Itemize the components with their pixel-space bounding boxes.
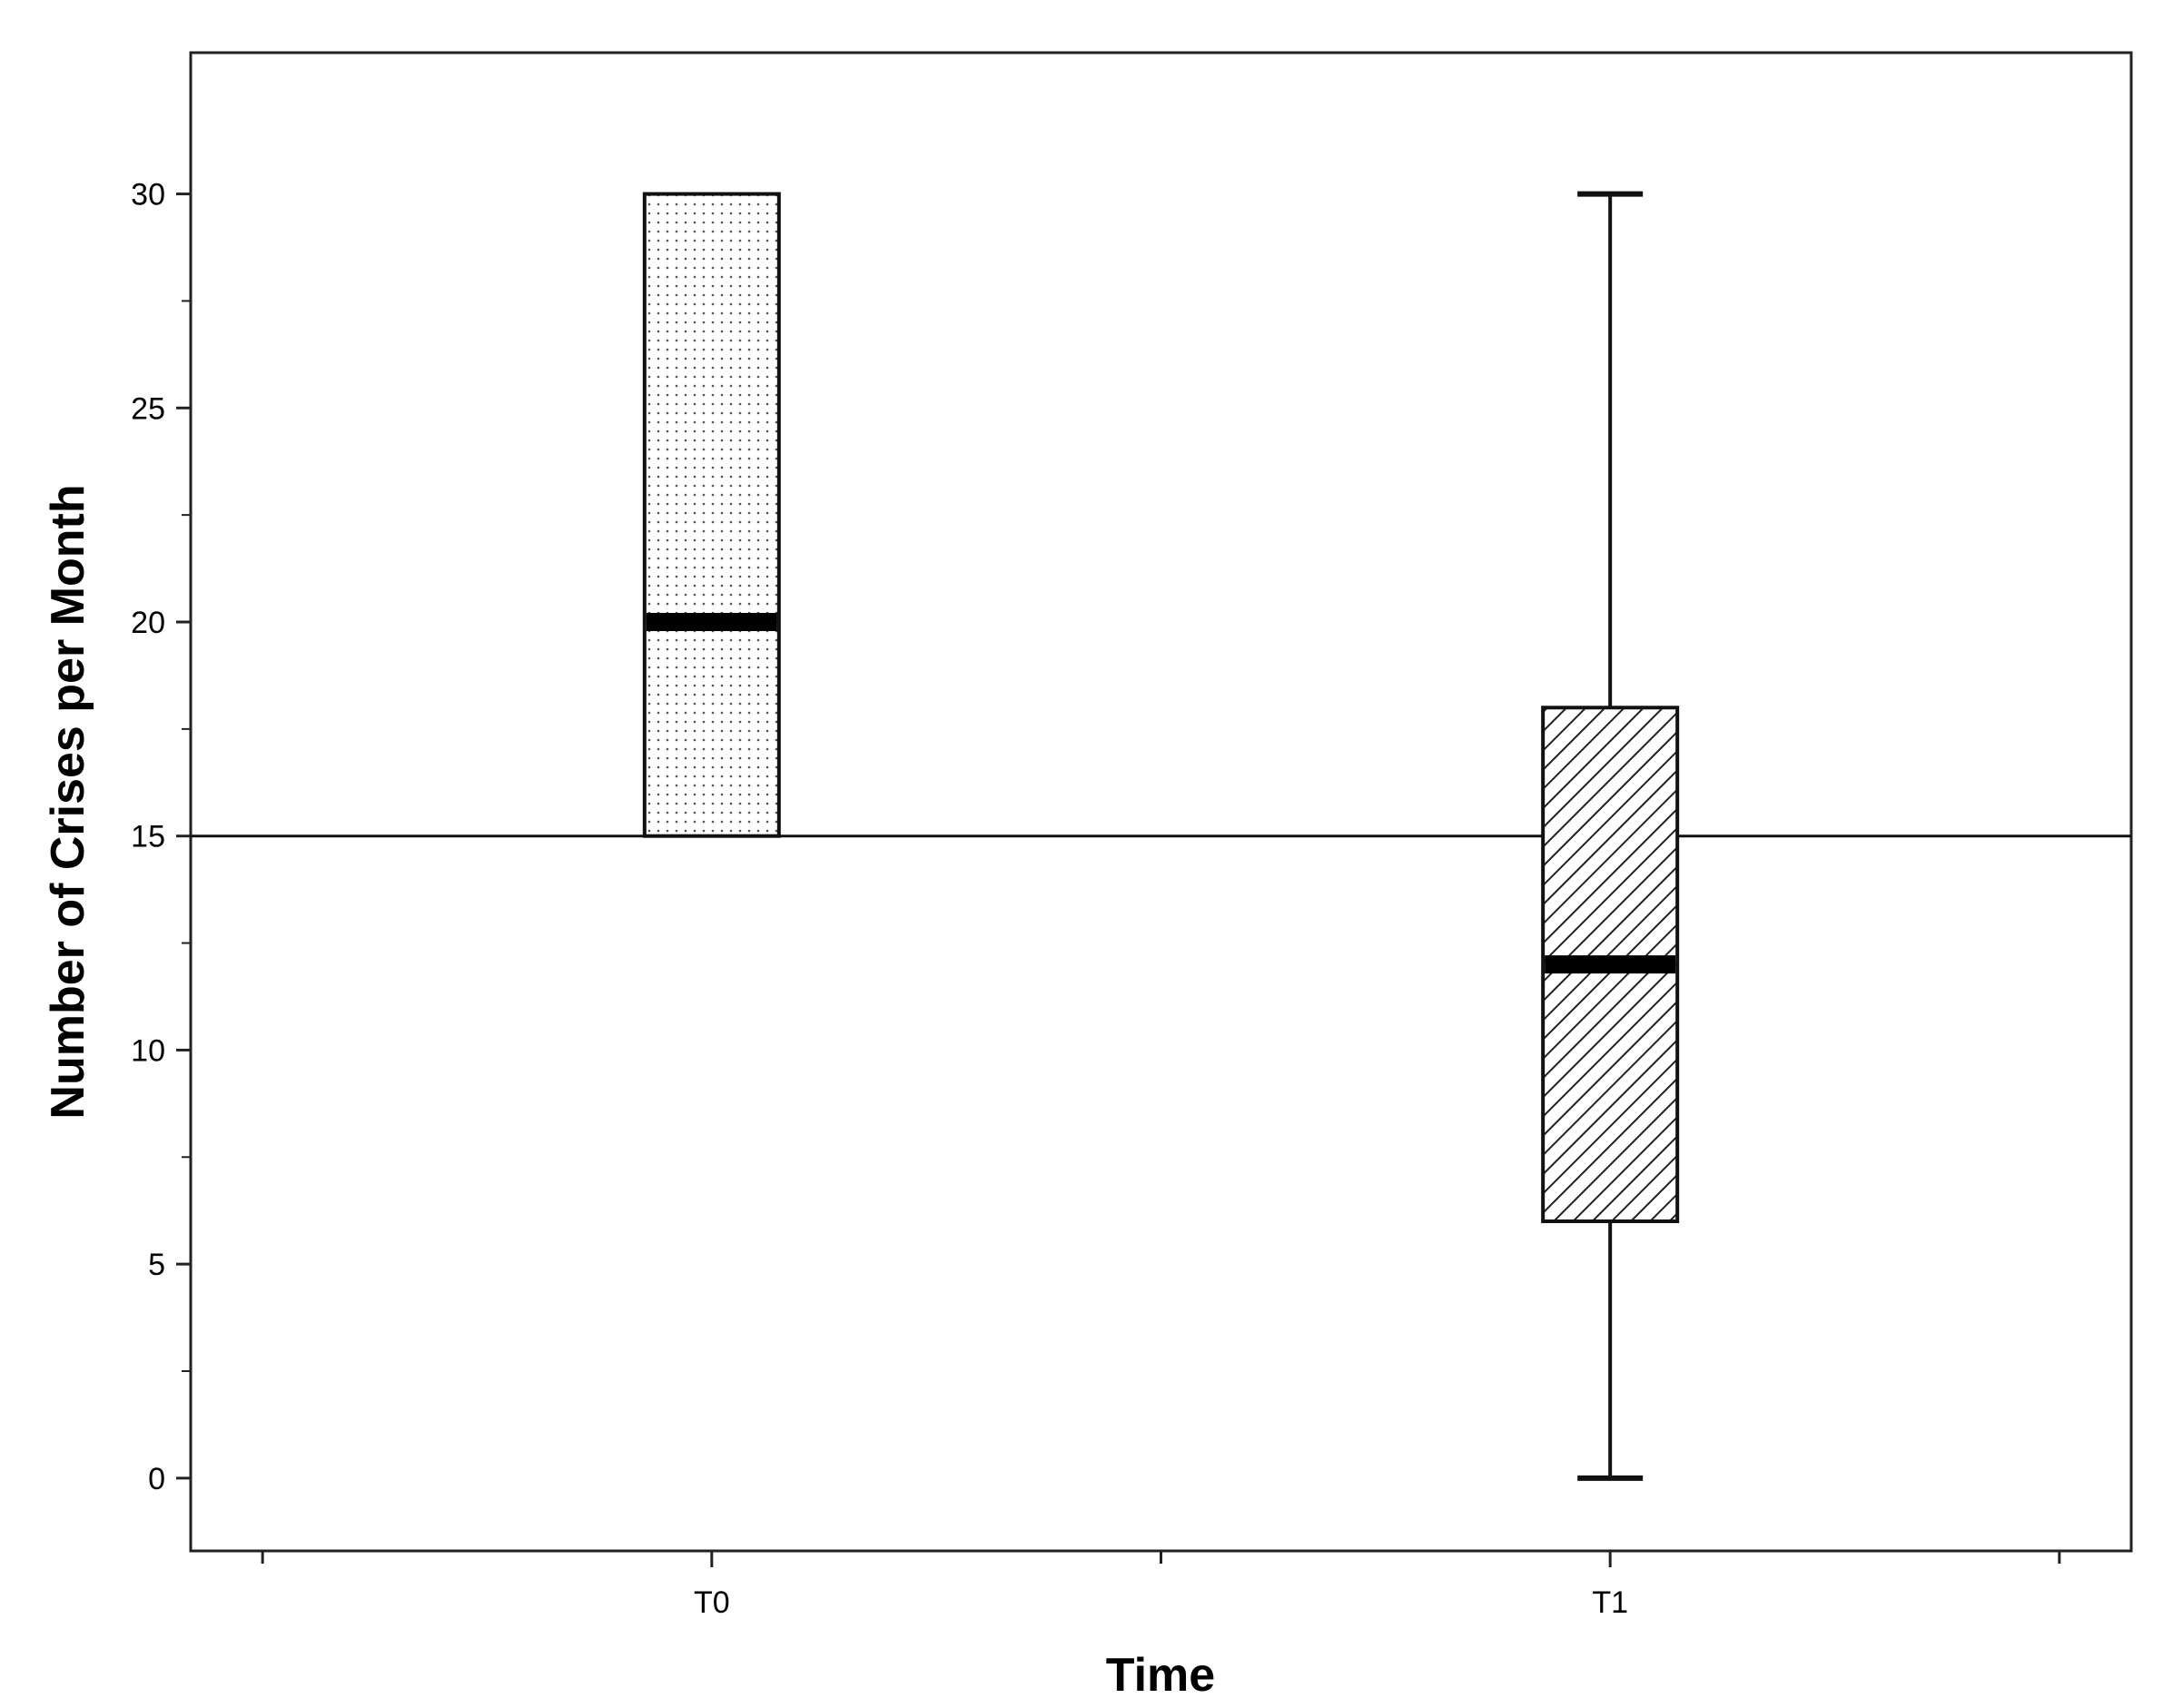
y-tick-label: 10 xyxy=(131,1033,165,1068)
y-tick-label: 5 xyxy=(148,1248,165,1282)
x-tick-label: T0 xyxy=(694,1585,730,1620)
box-layer xyxy=(642,191,1680,1481)
plot-area-frame xyxy=(189,51,2133,1553)
y-tick-label: 0 xyxy=(148,1462,165,1496)
y-tick-label: 20 xyxy=(131,606,165,640)
box-t0 xyxy=(642,192,781,838)
x-axis: T0 T1 xyxy=(261,1551,2061,1620)
y-tick-label: 15 xyxy=(131,820,165,854)
y-axis-title: Number of Crises per Month xyxy=(42,484,94,1119)
x-axis-title: Time xyxy=(1106,1649,1215,1702)
y-tick-label: 25 xyxy=(131,391,165,426)
box-iqr xyxy=(642,192,781,838)
y-axis: 0 5 10 15 20 25 30 xyxy=(131,178,191,1496)
box-t1 xyxy=(1541,191,1680,1481)
x-tick-label: T1 xyxy=(1592,1585,1628,1620)
y-tick-label: 30 xyxy=(131,178,165,212)
